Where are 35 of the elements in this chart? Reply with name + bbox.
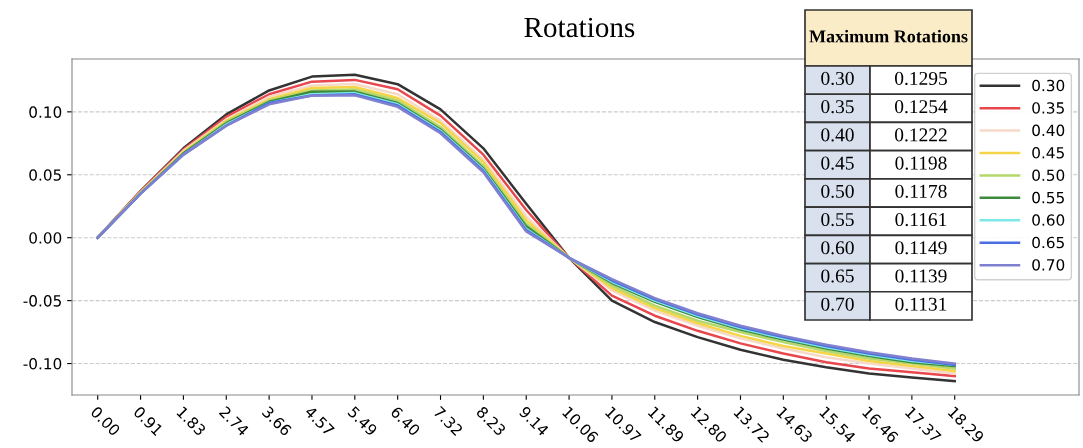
annotation: 0.1178 bbox=[895, 184, 947, 198]
legend-label: 0.65 bbox=[1032, 236, 1064, 249]
legend-label: 0.55 bbox=[1032, 191, 1064, 204]
y-tick-label: -0.10 bbox=[23, 358, 62, 370]
annotation: 0.35 bbox=[821, 100, 854, 114]
annotation: 0.65 bbox=[821, 269, 854, 283]
legend-label: 0.45 bbox=[1032, 147, 1064, 159]
annotation: 0.1149 bbox=[895, 241, 947, 255]
annotation: 0.50 bbox=[821, 184, 854, 198]
text: Maximum Rotations bbox=[809, 29, 968, 43]
annotation: 0.1295 bbox=[895, 71, 947, 86]
annotation: 0.55 bbox=[821, 212, 854, 227]
annotation: 0.1222 bbox=[895, 128, 947, 142]
annotation: 0.30 bbox=[821, 71, 854, 86]
legend-label: 0.60 bbox=[1032, 214, 1065, 226]
annotation: 0.70 bbox=[821, 297, 854, 311]
x-tick-label: 4.57 bbox=[304, 405, 335, 437]
legend-label: 0.50 bbox=[1032, 169, 1065, 181]
legend-label: 0.30 bbox=[1032, 79, 1065, 92]
annotation: 0.1139 bbox=[895, 269, 947, 283]
y-tick-label: -0.05 bbox=[23, 295, 61, 307]
y-tick-label: 0.05 bbox=[29, 169, 61, 181]
annotation: 0.60 bbox=[821, 241, 854, 255]
annotation: 0.1161 bbox=[895, 212, 947, 227]
y-tick-label: 0.10 bbox=[29, 106, 62, 118]
legend-label: 0.35 bbox=[1032, 102, 1064, 114]
chart-title: Rotations bbox=[524, 17, 635, 38]
legend-label: 0.40 bbox=[1032, 124, 1065, 137]
legend-label: 0.70 bbox=[1032, 259, 1065, 271]
annotation: 0.1254 bbox=[895, 100, 948, 114]
annotation: 0.1198 bbox=[895, 156, 947, 170]
annotation: 0.45 bbox=[821, 156, 854, 170]
y-tick-label: 0.00 bbox=[29, 232, 62, 244]
annotation: 0.1131 bbox=[895, 297, 947, 311]
annotation: 0.40 bbox=[821, 128, 854, 142]
